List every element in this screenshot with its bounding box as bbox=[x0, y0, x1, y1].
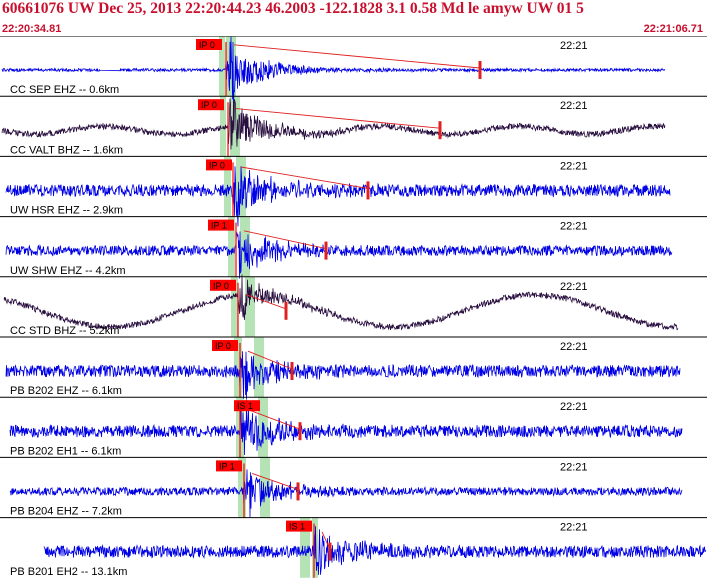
pick-label: IP 0 bbox=[215, 341, 231, 351]
coda-envelope bbox=[240, 166, 369, 189]
minute-label: 22:21 bbox=[560, 522, 588, 534]
event-title: 60661076 UW Dec 25, 2013 22:20:44.23 46.… bbox=[2, 0, 584, 17]
station-label: PB B202 EHZ -- 6.1km bbox=[10, 385, 122, 397]
waveform-trace bbox=[9, 399, 683, 456]
station-label: CC VALT BHZ -- 1.6km bbox=[10, 144, 123, 156]
coda-marker bbox=[290, 362, 294, 380]
pick-label: IP 0 bbox=[201, 100, 217, 110]
minute-label: 22:21 bbox=[560, 160, 588, 172]
pick-label: IP 0 bbox=[209, 160, 225, 170]
station-label: PB B202 EH1 -- 6.1km bbox=[10, 445, 121, 457]
pick-label: IP 1 bbox=[219, 461, 235, 471]
station-label: CC SEP EHZ -- 0.6km bbox=[10, 84, 119, 96]
coda-marker bbox=[366, 181, 370, 200]
phase-window bbox=[245, 276, 255, 337]
phase-window bbox=[219, 36, 225, 97]
pick-box bbox=[216, 460, 242, 472]
start-time: 22:20:34.81 bbox=[2, 23, 62, 35]
station-label: CC STD BHZ -- 5.2km bbox=[10, 325, 119, 337]
pick-box bbox=[198, 99, 224, 111]
coda-envelope bbox=[247, 350, 293, 370]
minute-label: 22:21 bbox=[560, 461, 588, 473]
minute-label: 22:21 bbox=[560, 281, 588, 293]
coda-envelope bbox=[251, 472, 299, 490]
pick-box bbox=[286, 520, 312, 532]
station-label: PB B204 EHZ -- 7.2km bbox=[10, 506, 122, 518]
coda-marker bbox=[328, 542, 332, 561]
station-label: UW HSR EHZ -- 2.9km bbox=[10, 205, 123, 217]
seismogram-panel: 22:21 IP 0 CC SEP EHZ -- 0.6km 22:21 IP 0 CC … bbox=[0, 36, 707, 578]
coda-envelope bbox=[235, 108, 441, 129]
phase-window bbox=[234, 337, 242, 398]
coda-marker bbox=[324, 241, 328, 260]
phase-window bbox=[228, 216, 235, 277]
phase-window bbox=[260, 457, 270, 518]
pick-box bbox=[208, 219, 234, 231]
pick-label: IS 1 bbox=[289, 522, 305, 532]
station-label: UW SHW EHZ -- 4.2km bbox=[10, 265, 126, 277]
phase-window bbox=[231, 276, 238, 337]
pick-box bbox=[206, 159, 232, 171]
waveform-trace bbox=[43, 526, 707, 576]
waveform-trace bbox=[5, 166, 671, 227]
coda-marker bbox=[296, 482, 300, 501]
pick-label: IP 0 bbox=[199, 40, 215, 50]
minute-label: 22:21 bbox=[560, 100, 588, 112]
waveform-trace bbox=[9, 469, 683, 518]
header-bar: 60661076 UW Dec 25, 2013 22:20:44.23 46.… bbox=[0, 0, 707, 24]
phase-window bbox=[254, 337, 264, 398]
pick-box bbox=[196, 39, 222, 50]
waveform-trace bbox=[5, 351, 681, 400]
pick-box bbox=[210, 279, 236, 291]
coda-envelope bbox=[233, 44, 481, 69]
station-label: PB B201 EH2 -- 13.1km bbox=[10, 566, 127, 578]
minute-label: 22:21 bbox=[560, 401, 588, 413]
waveform-trace bbox=[3, 274, 679, 331]
phase-window bbox=[238, 457, 246, 518]
end-time: 22:21:06.71 bbox=[643, 23, 703, 35]
coda-envelope bbox=[245, 294, 287, 310]
coda-marker bbox=[284, 301, 288, 320]
waveform-trace bbox=[1, 98, 666, 150]
pick-box bbox=[234, 400, 260, 412]
phase-window bbox=[230, 96, 240, 157]
minute-label: 22:21 bbox=[560, 341, 588, 353]
waveform-trace bbox=[1, 36, 666, 106]
pick-label: IS 1 bbox=[237, 401, 253, 411]
pick-label: IP 1 bbox=[211, 221, 227, 231]
coda-envelope bbox=[247, 409, 301, 430]
coda-marker bbox=[478, 61, 482, 79]
coda-envelope bbox=[243, 230, 327, 250]
coda-marker bbox=[438, 121, 442, 140]
pick-box bbox=[212, 340, 238, 351]
minute-label: 22:21 bbox=[560, 40, 588, 52]
coda-marker bbox=[298, 422, 302, 441]
minute-label: 22:21 bbox=[560, 221, 588, 233]
pick-label: IP 0 bbox=[213, 281, 229, 291]
waveform-trace bbox=[5, 231, 673, 279]
